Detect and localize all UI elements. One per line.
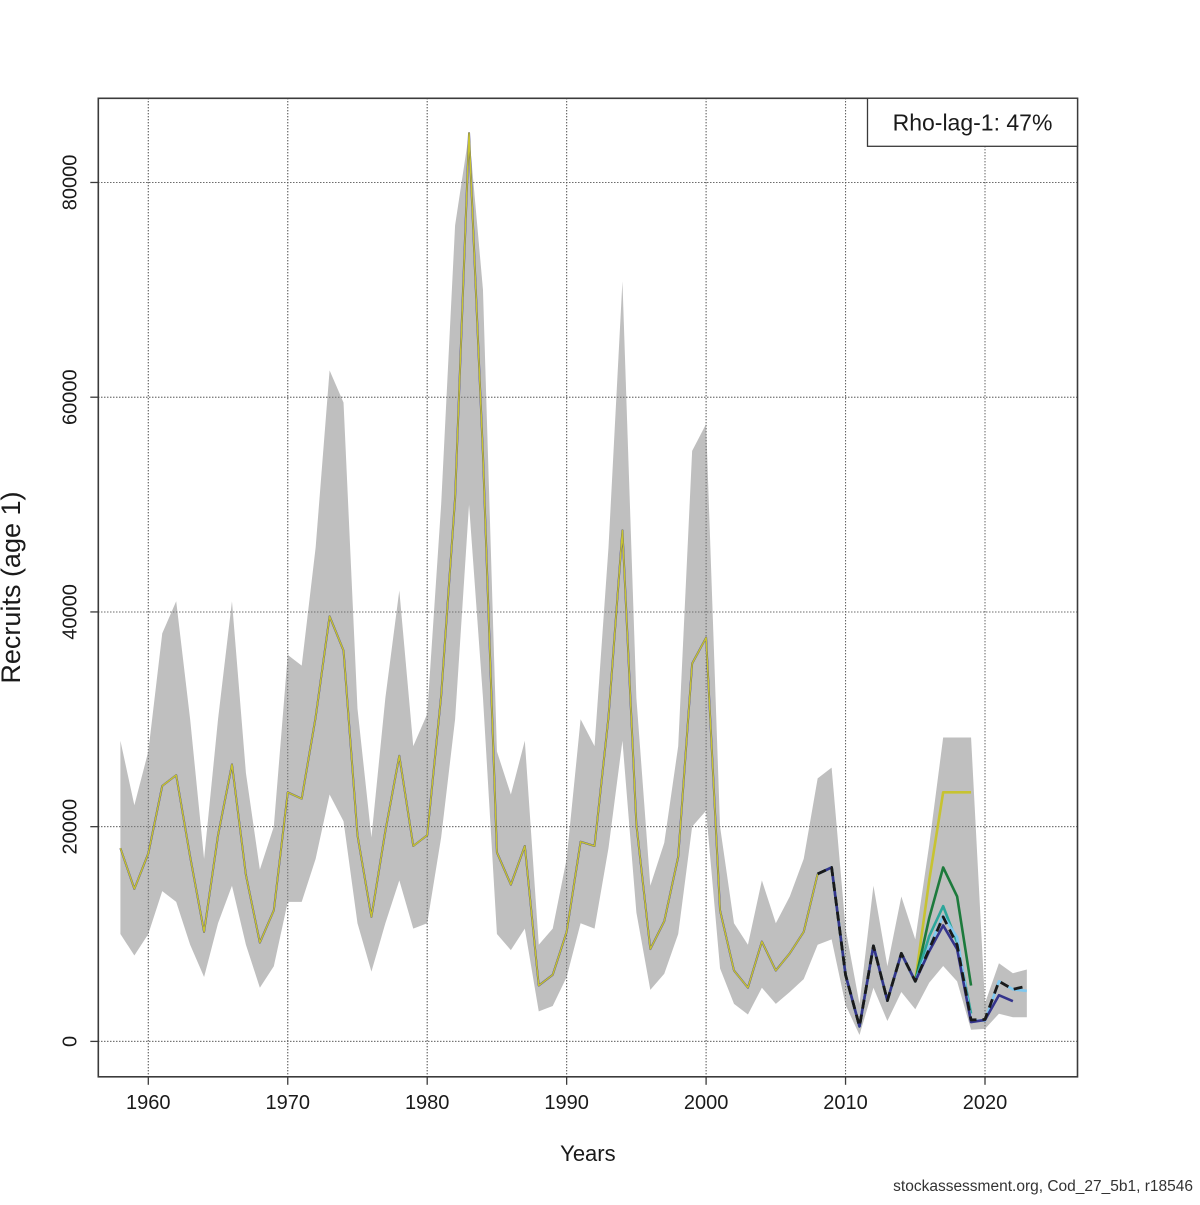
svg-text:2000: 2000: [684, 1092, 729, 1114]
svg-text:60000: 60000: [59, 369, 81, 425]
svg-text:1960: 1960: [126, 1092, 171, 1114]
svg-text:stockassessment.org, Cod_27_5b: stockassessment.org, Cod_27_5b1, r18546: [893, 1178, 1193, 1195]
svg-text:Rho-lag-1: 47%: Rho-lag-1: 47%: [893, 109, 1053, 135]
svg-text:40000: 40000: [59, 584, 81, 640]
svg-text:0: 0: [59, 1036, 81, 1047]
svg-text:1980: 1980: [405, 1092, 450, 1114]
svg-text:Years: Years: [560, 1141, 615, 1166]
svg-text:1990: 1990: [544, 1092, 589, 1114]
svg-text:20000: 20000: [59, 799, 81, 855]
svg-text:1970: 1970: [266, 1092, 311, 1114]
svg-text:2020: 2020: [963, 1092, 1008, 1114]
svg-text:Recruits (age 1): Recruits (age 1): [0, 492, 26, 684]
svg-text:2010: 2010: [823, 1092, 868, 1114]
svg-text:80000: 80000: [59, 155, 81, 211]
